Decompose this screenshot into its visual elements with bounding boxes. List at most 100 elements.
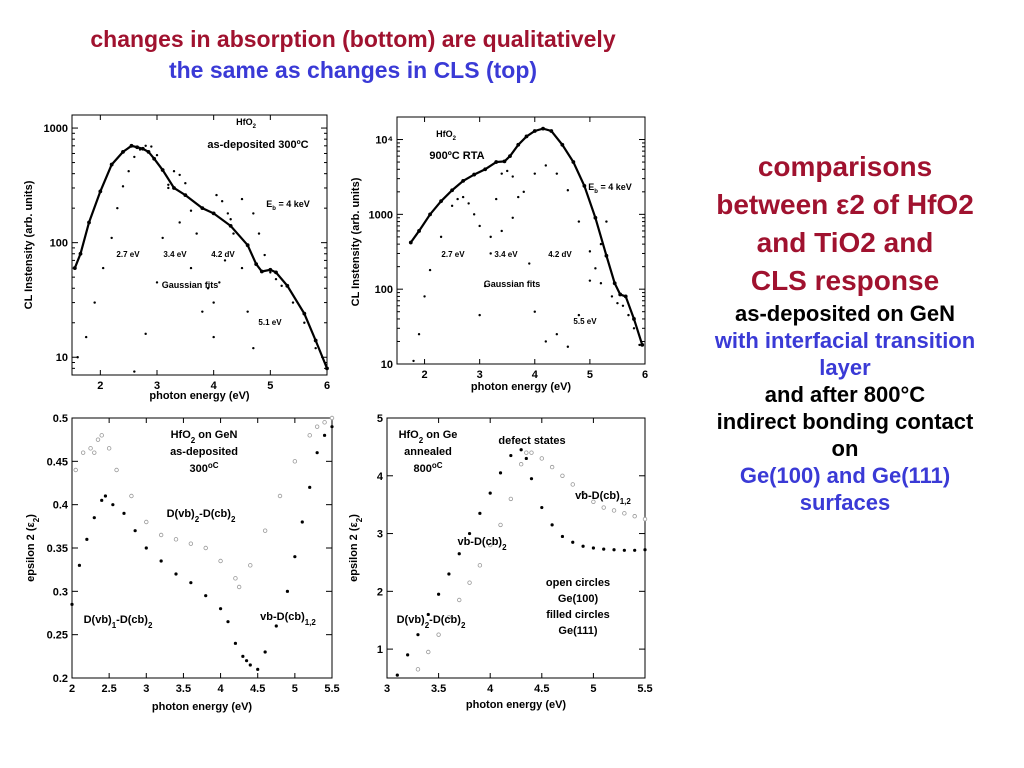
data-point [447, 572, 451, 576]
data-point-open [95, 437, 101, 442]
data-point [602, 547, 606, 551]
data-point [426, 612, 430, 617]
data-point-open [218, 558, 223, 564]
y-tick-label: 100 [50, 238, 68, 250]
data-point [159, 559, 163, 563]
data-point-open [549, 464, 555, 470]
data-point [189, 581, 193, 585]
data-point [627, 313, 630, 317]
chart-annotation: as-deposited [170, 446, 238, 458]
y-tick-label: 0.45 [47, 456, 68, 468]
data-point-open [236, 584, 242, 590]
y-tick-label: 5 [377, 413, 383, 425]
x-tick-label: 3.5 [176, 683, 191, 695]
data-point [240, 266, 244, 270]
data-point [256, 667, 260, 671]
y-tick-label: 0.3 [53, 586, 68, 598]
chart-annotation: annealed [404, 446, 452, 458]
data-point [489, 235, 492, 239]
data-point-open [92, 450, 97, 455]
data-point [248, 663, 252, 667]
slide-title: changes in absorption (bottom) are quali… [0, 24, 706, 86]
data-point-open [632, 514, 637, 519]
data-point [588, 279, 592, 282]
data-point [226, 620, 230, 624]
data-point-open [158, 532, 164, 538]
note-line: surfaces [799, 490, 891, 515]
data-point-open [114, 467, 119, 473]
note-line: with interfacial transition [714, 328, 976, 353]
data-point [577, 220, 581, 223]
data-point-open [457, 597, 462, 603]
chart-annotation: D(vb)1-D(cb)2 [84, 614, 153, 630]
chart-annotation: open circles [546, 577, 610, 589]
data-point [246, 310, 249, 313]
x-axis-label: photon energy (eV) [149, 390, 250, 402]
data-point [206, 287, 210, 290]
x-tick-label: 4 [211, 380, 218, 392]
data-point [232, 232, 235, 235]
data-point [178, 221, 181, 224]
y-tick-label: 0.2 [53, 673, 68, 685]
data-point [406, 653, 410, 657]
data-point [472, 213, 476, 216]
data-point [612, 548, 616, 552]
data-point [204, 594, 208, 598]
data-point [495, 197, 498, 201]
y-axis-label: CL Instensity (arb. units) [350, 177, 362, 306]
data-point [500, 229, 503, 233]
data-point [77, 563, 82, 567]
chart-annotation: D(vb)2-D(cb)2 [167, 508, 236, 524]
data-point [244, 659, 249, 663]
data-point [555, 333, 559, 336]
chart-annotation: D(vb)2-D(cb)2 [397, 614, 466, 630]
data-point-open [80, 450, 86, 455]
x-tick-label: 5 [590, 683, 596, 695]
y-tick-label: 100 [375, 284, 393, 296]
data-point [144, 332, 147, 336]
x-tick-label: 5.5 [324, 683, 339, 695]
data-point [189, 209, 193, 212]
x-tick-label: 3 [384, 683, 390, 695]
x-tick-label: 2 [421, 369, 427, 381]
data-point-open [322, 420, 327, 425]
data-point [300, 520, 304, 524]
chart-annotation: Eb = 4 keV [588, 182, 631, 195]
chart-annotation: HfO2 on GeN [171, 429, 238, 445]
y-tick-label: 10⁴ [375, 135, 393, 147]
data-point-open [560, 473, 565, 478]
x-tick-label: 3 [477, 369, 483, 381]
data-point [195, 232, 198, 235]
x-tick-label: 2 [69, 683, 75, 695]
data-point-open [508, 496, 514, 502]
chart-eps-800: 3 3.5 4 4.5 5 5.5 1 2 3 4 5 photon energy (eV) epsil… [348, 413, 653, 711]
y-tick-label: 0.4 [53, 500, 69, 512]
data-point-open [436, 632, 441, 637]
data-point [509, 453, 513, 458]
chart-annotation: 4.2 dV [548, 250, 572, 259]
x-tick-label: 2 [97, 380, 103, 392]
data-point-open [99, 433, 104, 438]
x-tick-label: 6 [642, 369, 648, 381]
data-point-open [307, 433, 312, 438]
data-point [308, 485, 312, 489]
chart-annotation: 4.2 dV [211, 250, 235, 259]
data-point [428, 268, 432, 272]
note-line: layer [819, 355, 871, 380]
data-point-open [601, 505, 606, 510]
note-line: as-deposited on GeN [734, 301, 956, 326]
data-point [489, 252, 492, 255]
title-line-2: the same as changes in CLS (top) [168, 57, 538, 83]
chart-annotation: Gaussian fits [484, 279, 541, 289]
data-point-open [524, 450, 529, 455]
data-point [439, 235, 443, 239]
data-point [100, 498, 104, 502]
chart-eps-300: 2 2.5 3 3.5 4 4.5 5 5.5 0.2 0.25 0.3 0.35 0.4 0.45 0.5… [25, 413, 340, 713]
data-point [269, 271, 272, 274]
data-point [257, 232, 261, 235]
data-point [103, 494, 108, 498]
data-point [223, 259, 227, 262]
x-tick-label: 3 [154, 380, 160, 392]
data-point [133, 529, 137, 533]
plot-frame [396, 116, 646, 365]
